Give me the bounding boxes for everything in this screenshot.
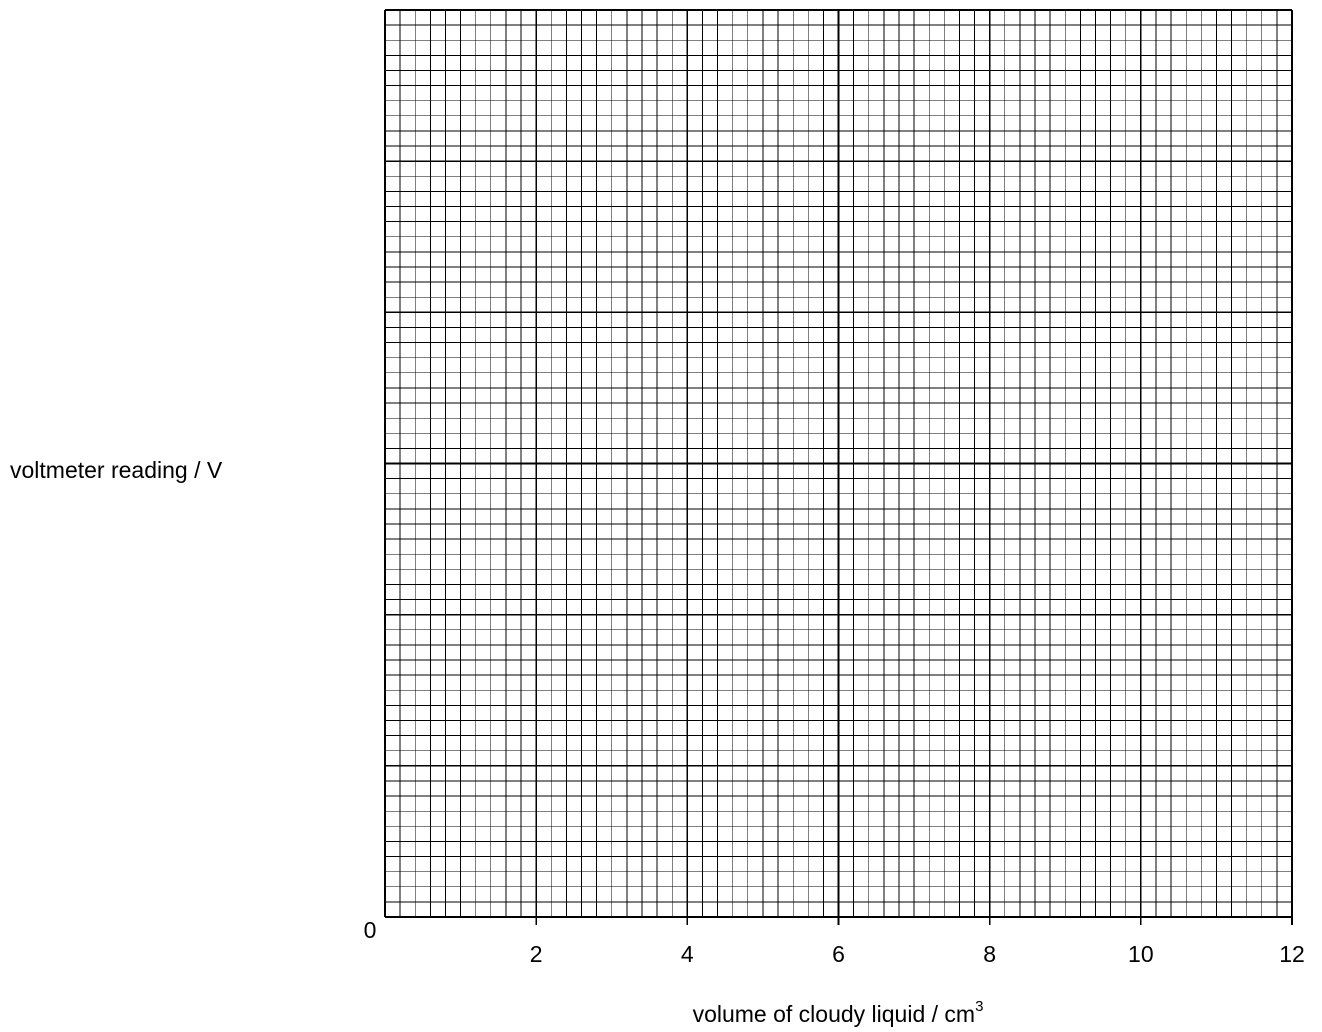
x-tick-label: 8	[983, 941, 996, 967]
x-axis-label-text: volume of cloudy liquid / cm	[693, 1001, 976, 1027]
x-axis-label: volume of cloudy liquid / cm3	[693, 998, 984, 1027]
x-axis-label-superscript: 3	[975, 998, 983, 1015]
x-tick-label: 12	[1279, 941, 1305, 967]
y-axis-label: voltmeter reading / V	[10, 457, 223, 483]
origin-label: 0	[364, 917, 377, 943]
x-tick-label: 4	[681, 941, 694, 967]
x-tick-labels: 2 4 6 8 10 12	[530, 917, 1305, 967]
x-tick-label: 6	[832, 941, 845, 967]
x-tick-label: 10	[1128, 941, 1154, 967]
x-tick-label: 2	[530, 941, 543, 967]
major-gridlines	[384, 9, 1293, 918]
